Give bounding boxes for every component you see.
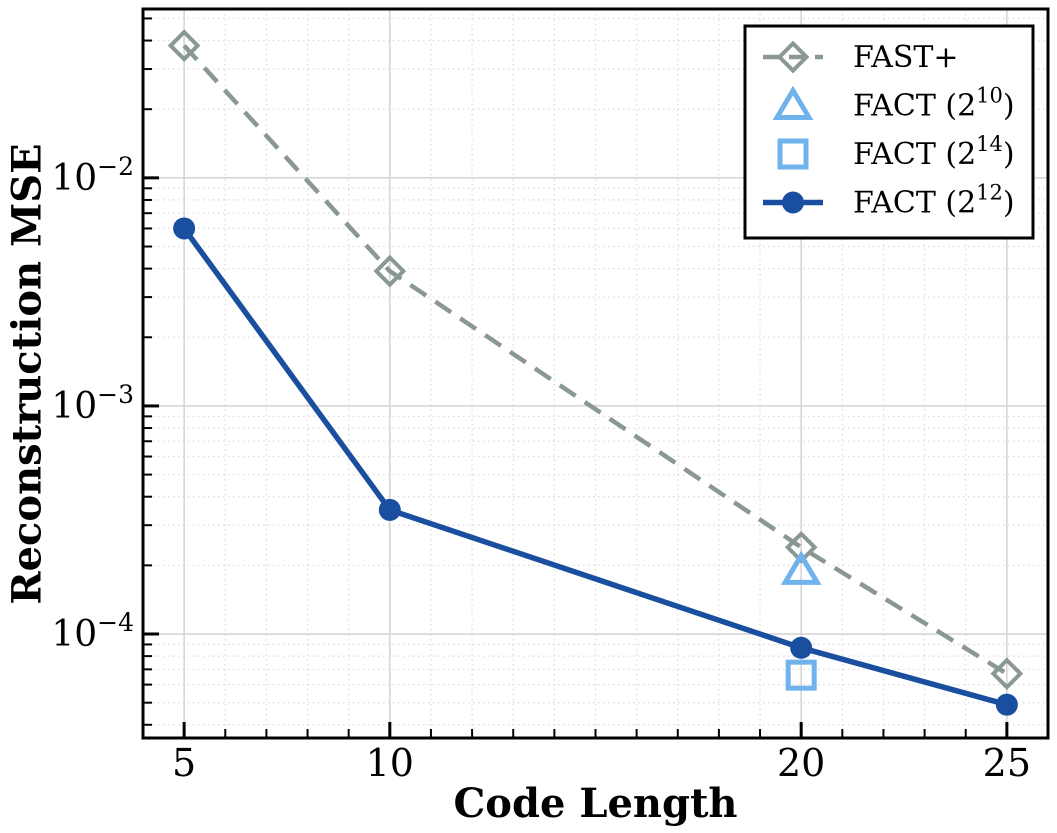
marker-fact-2-14	[785, 659, 817, 691]
marker-fact-2-10	[780, 550, 822, 585]
legend-marker-fast	[776, 40, 810, 74]
x-tick-label: 25	[983, 741, 1031, 785]
marker-fast	[784, 530, 818, 564]
x-tick-label: 10	[366, 741, 414, 785]
legend-marker-fact-2-10	[772, 85, 814, 120]
marker-fact-2-12	[995, 693, 1018, 716]
legend: FAST+FACT (210)FACT (214)FACT (212)	[743, 24, 1035, 240]
legend-marker-fact-2-14	[777, 138, 809, 170]
x-tick-label: 5	[172, 741, 196, 785]
series-fact-2-10	[780, 550, 822, 585]
legend-marker-fact-2-12	[782, 191, 804, 214]
legend-item-fast: FAST+	[763, 40, 959, 75]
legend-label: FAST+	[853, 40, 959, 75]
y-tick-label: 10−4	[51, 608, 134, 655]
marker-fast	[373, 254, 407, 288]
series-fact-2-14	[785, 659, 817, 691]
plot-frame	[141, 7, 1050, 740]
marker-fast	[990, 657, 1024, 691]
series-line-fact-2-12	[181, 226, 1008, 708]
legend-item-fact-2-10: FACT (210)	[772, 84, 1015, 124]
y-axis-title: Reconstruction MSE	[3, 143, 51, 605]
y-tick-label: 10−2	[51, 152, 134, 199]
series-fact-2-12	[173, 217, 1018, 716]
marker-fact-2-12	[790, 636, 813, 659]
series-fast	[167, 29, 1024, 691]
y-tick-label: 10−3	[51, 380, 134, 427]
marker-fact-2-12	[173, 217, 196, 240]
marker-fact-2-12	[378, 498, 401, 521]
x-axis-title: Code Length	[453, 780, 738, 827]
legend-label: FACT (210)	[853, 84, 1015, 124]
series-line-fast	[182, 44, 1009, 676]
marker-fast	[167, 29, 201, 62]
x-tick-label: 20	[777, 741, 825, 785]
